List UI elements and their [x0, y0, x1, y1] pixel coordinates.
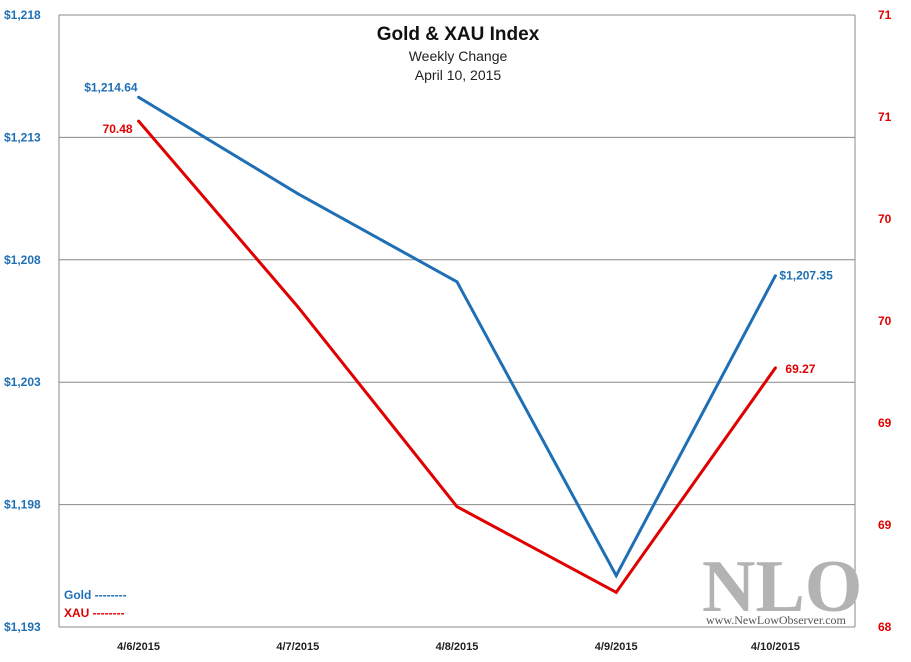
left-tick-label: $1,203: [4, 375, 41, 389]
data-label-gold: $1,214.64: [84, 80, 138, 94]
point-gold: [455, 280, 459, 284]
legend-gold: Gold --------: [64, 588, 127, 602]
chart-title: Gold & XAU Index: [377, 24, 540, 45]
right-tick-label: 69: [878, 416, 892, 430]
point-xau: [137, 119, 141, 123]
grid-lines: [59, 14, 855, 506]
x-axis-ticks: 4/6/2015 4/7/2015 4/8/2015 4/9/2015 4/10/201…: [117, 641, 800, 653]
right-axis-ticks: 71 71 70 70 69 69 68: [878, 8, 892, 634]
watermark-url: www.NewLowObserver.com: [706, 613, 847, 627]
right-tick-label: 71: [878, 110, 892, 124]
left-tick-label: $1,198: [4, 498, 41, 512]
series-line-xau: [137, 120, 777, 595]
data-label-xau: 70.48: [103, 122, 133, 136]
chart-date: April 10, 2015: [415, 67, 502, 83]
x-tick-label: 4/6/2015: [117, 641, 160, 653]
x-tick-label: 4/9/2015: [595, 641, 638, 653]
left-tick-label: $1,193: [4, 620, 41, 634]
point-xau: [296, 305, 300, 309]
legend-xau: XAU --------: [64, 606, 125, 620]
point-gold: [296, 192, 300, 196]
left-tick-label: $1,208: [4, 253, 41, 267]
data-label-xau: 69.27: [785, 362, 815, 376]
data-label-gold: $1,207.35: [779, 269, 833, 283]
left-tick-label: $1,218: [4, 8, 41, 22]
nlo-watermark: NLO www.NewLowObserver.com: [702, 546, 862, 628]
point-gold: [137, 95, 141, 99]
watermark-logo: NLO: [702, 546, 862, 628]
right-tick-label: 70: [878, 314, 892, 328]
point-xau: [614, 590, 618, 594]
point-gold: [773, 274, 777, 278]
x-tick-label: 4/7/2015: [276, 641, 319, 653]
right-tick-label: 69: [878, 518, 892, 532]
chart-subtitle: Weekly Change: [409, 48, 508, 64]
series-lines: [137, 95, 777, 595]
x-tick-label: 4/8/2015: [436, 641, 479, 653]
right-tick-label: 70: [878, 212, 892, 226]
data-labels: $1,214.64 $1,207.35 70.48 69.27: [84, 80, 833, 376]
right-tick-label: 71: [878, 8, 892, 22]
point-xau: [773, 366, 777, 370]
right-tick-label: 68: [878, 620, 892, 634]
x-tick-label: 4/10/2015: [751, 641, 800, 653]
left-axis-ticks: $1,218 $1,213 $1,208 $1,203 $1,198 $1,193: [4, 8, 41, 634]
point-xau: [455, 505, 459, 509]
point-gold: [614, 574, 618, 578]
left-tick-label: $1,213: [4, 130, 41, 144]
